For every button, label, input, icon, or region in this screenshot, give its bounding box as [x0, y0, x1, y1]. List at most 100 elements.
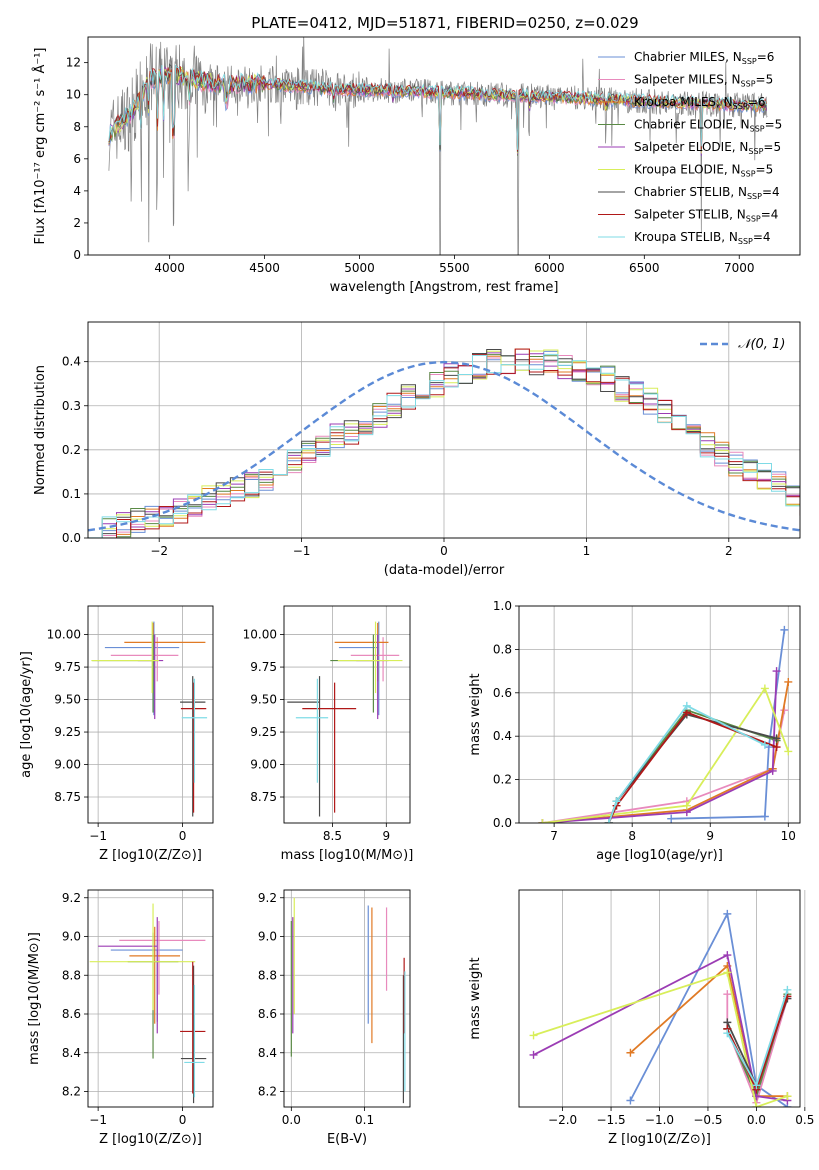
- y-tick-label: 2: [73, 216, 81, 230]
- y-tick-label: 4: [73, 184, 81, 198]
- x-tick-label: −2.0: [548, 1113, 577, 1127]
- weight-marker: [772, 734, 781, 743]
- mass_vs_Z-axes: −1 0 8.2 8.4 8.6 8.8 9.0 9.2 Z [log10(Z/Z⊙)] mass…: [27, 889, 214, 1147]
- legend-count: =5: [763, 140, 781, 154]
- y-tick-label: 9.00: [250, 758, 277, 772]
- weight-marker: [760, 812, 769, 821]
- weight_vs_age-plot: [538, 625, 793, 823]
- legend-count: =5: [756, 163, 774, 177]
- spectrum-frame: [87, 36, 801, 256]
- residuals-ylabel: Normed distribution: [33, 365, 48, 495]
- residuals-axes: −2 −1 0 1 2 0.0 0.1 0.2 0.3 0.4 (data-model)/error…: [33, 321, 801, 578]
- y-tick-label: 0.6: [493, 686, 512, 700]
- y-tick-label: 0.2: [62, 443, 81, 457]
- weight-marker: [682, 801, 691, 810]
- x-tick-label: −2: [150, 544, 168, 558]
- y-tick-label: 9.25: [250, 725, 277, 739]
- y-tick-label: 0.0: [493, 816, 512, 830]
- histogram-chabrier_stelib: [88, 349, 800, 538]
- x-tick-label: −1.0: [645, 1113, 674, 1127]
- y-tick-label: 0.4: [62, 355, 81, 369]
- weight-marker: [529, 1031, 538, 1040]
- legend-count: =4: [761, 208, 779, 222]
- legend-label: Chabrier ELODIE, NSSP=5: [634, 118, 782, 134]
- weight_vs_Z-ylabel: mass weight: [468, 957, 483, 1039]
- mass_vs_ebv-grid: [284, 890, 410, 1107]
- x-tick-label: 0: [179, 829, 187, 843]
- x-tick-label: 8.5: [323, 829, 342, 843]
- x-tick-label: 4500: [249, 261, 280, 275]
- weight-line-salpeter_miles: [542, 710, 786, 823]
- x-tick-label: 9: [706, 829, 714, 843]
- weight-marker: [783, 1092, 792, 1101]
- mass_vs_Z-xlabel: Z [log10(Z/Z⊙)]: [99, 1132, 202, 1147]
- y-tick-label: 0.3: [62, 399, 81, 413]
- weight-line-kroupa_elodie: [542, 686, 790, 823]
- age_vs_mass-grid: [284, 606, 410, 823]
- weight-marker: [752, 1103, 761, 1107]
- legend-label: Kroupa ELODIE, NSSP=5: [634, 163, 773, 179]
- figure-title: PLATE=0412, MJD=51871, FIBERID=0250, z=0…: [251, 14, 638, 32]
- histogram-salpeter_stelib: [88, 348, 800, 538]
- age_vs_Z-frame: [87, 605, 214, 824]
- x-tick-label: 9: [382, 829, 390, 843]
- weight-marker: [723, 951, 732, 960]
- x-tick-label: 6500: [629, 261, 660, 275]
- weight-marker: [784, 677, 793, 686]
- weight-marker: [529, 1050, 538, 1059]
- age_vs_mass-plot: [287, 621, 403, 817]
- x-tick-label: 0.1: [355, 1113, 374, 1127]
- weight-marker: [723, 909, 732, 918]
- weight-marker: [783, 985, 792, 994]
- legend-subscript: SSP: [746, 215, 761, 224]
- y-tick-label: 8.4: [258, 1046, 277, 1060]
- weight-marker: [723, 1029, 732, 1038]
- weight-marker: [784, 747, 793, 756]
- mass_vs_ebv-frame: [283, 889, 411, 1108]
- x-tick-label: 0.0: [282, 1113, 301, 1127]
- normal-curve: [88, 360, 800, 532]
- spectrum-plot: [108, 37, 768, 255]
- legend-subscript: SSP: [748, 147, 763, 156]
- weight-line-kroupa_stelib: [607, 704, 766, 823]
- weight_vs_age-frame: [518, 605, 801, 824]
- y-tick-label: 9.25: [54, 725, 81, 739]
- y-tick-label: 10.00: [243, 628, 277, 642]
- x-tick-label: 5000: [344, 261, 375, 275]
- mass_vs_Z-frame: [87, 889, 214, 1108]
- normal-legend-label: 𝒩(0, 1): [738, 337, 785, 352]
- weight-marker: [760, 740, 769, 749]
- weight-marker: [772, 743, 781, 752]
- legend-count: =4: [753, 230, 771, 244]
- weight-line-kroupa_miles: [629, 964, 788, 1098]
- spectrum-legend: Chabrier MILES, NSSP=6 Salpeter MILES, NS…: [598, 50, 782, 246]
- age_vs_mass-axes: 8.5 9 8.75 9.00 9.25 9.50 9.75 10.00 mass [log10…: [243, 605, 413, 863]
- weight_vs_Z-xlabel: Z [log10(Z/Z⊙)]: [608, 1132, 711, 1147]
- weight-marker: [604, 819, 613, 823]
- x-tick-label: −1.5: [596, 1113, 625, 1127]
- weight-marker: [682, 701, 691, 710]
- age_vs_Z-plot: [91, 621, 208, 817]
- legend-subscript: SSP: [741, 170, 756, 179]
- weight-marker: [612, 797, 621, 806]
- x-tick-label: −1: [89, 829, 107, 843]
- weight_vs_age-ylabel: mass weight: [468, 673, 483, 755]
- legend-label: Salpeter MILES, NSSP=5: [634, 73, 773, 89]
- legend-subscript: SSP: [741, 80, 756, 89]
- y-tick-label: 0.4: [493, 729, 512, 743]
- weight_vs_Z-frame: [518, 889, 801, 1108]
- y-tick-label: 9.50: [250, 693, 277, 707]
- mass_vs_Z-ylabel: mass [log10(M/M⊙)]: [27, 932, 42, 1065]
- weight-line-salpeter_elodie: [542, 671, 778, 823]
- y-tick-label: 0.1: [62, 487, 81, 501]
- y-tick-label: 8.6: [62, 1007, 81, 1021]
- y-tick-label: 9.2: [258, 891, 277, 905]
- weight-line-kroupa_elodie: [533, 971, 788, 1107]
- y-tick-label: 9.2: [62, 891, 81, 905]
- mass_vs_ebv-plot: [290, 897, 406, 1104]
- x-tick-label: 0: [440, 544, 448, 558]
- histogram-salpeter_elodie: [88, 352, 800, 538]
- y-tick-label: 8.2: [258, 1085, 277, 1099]
- weight-marker: [772, 667, 781, 676]
